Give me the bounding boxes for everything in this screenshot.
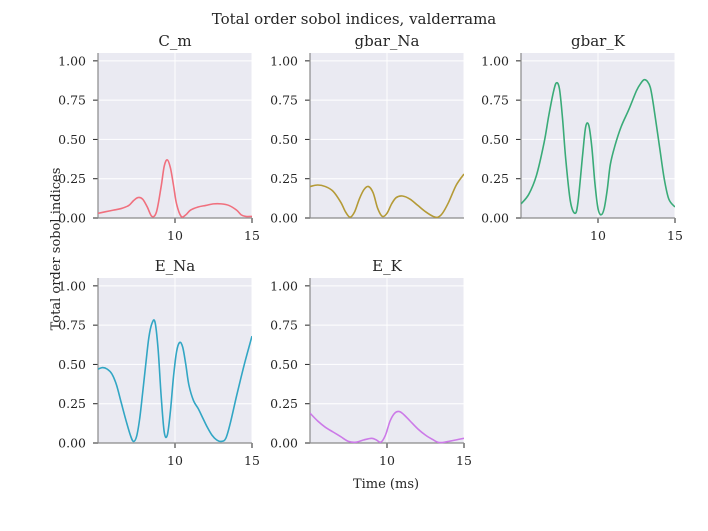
y-tick-label: 0.00 <box>270 436 298 451</box>
y-tick-label: 0.00 <box>58 436 86 451</box>
y-tick-label: 0.75 <box>270 318 298 333</box>
y-tick-label: 0.50 <box>481 132 509 147</box>
y-tick-label: 1.00 <box>270 53 298 68</box>
y-axis-label: Total order sobol indices <box>49 168 64 331</box>
series-line <box>521 78 675 216</box>
y-tick-label: 0.25 <box>270 171 298 186</box>
x-tick-label: 10 <box>167 453 183 468</box>
x-tick-label: 10 <box>167 228 183 243</box>
x-tick-label: 15 <box>456 453 472 468</box>
x-tick-label: 15 <box>667 228 683 243</box>
y-tick-label: 0.50 <box>270 357 298 372</box>
subplot-title: C_m <box>158 32 191 50</box>
x-tick-label: 15 <box>244 453 260 468</box>
subplot-title: E_Na <box>155 257 196 275</box>
series-line <box>310 410 464 444</box>
x-tick-label: 10 <box>379 453 395 468</box>
y-tick-label: 1.00 <box>481 53 509 68</box>
figure-suptitle: Total order sobol indices, valderrama <box>212 10 497 28</box>
y-tick-label: 0.00 <box>58 211 86 226</box>
y-tick-label: 0.50 <box>58 132 86 147</box>
y-tick-label: 1.00 <box>58 53 86 68</box>
subplot-gbar-na: 0.00 0.25 0.50 0.75 1.00 gbar_Na <box>270 32 465 226</box>
y-tick-label: 0.50 <box>58 357 86 372</box>
subplot-e-na: 0.00 0.25 0.50 0.75 1.00 10 15 E_Na <box>58 257 260 468</box>
y-tick-label: 0.75 <box>481 93 509 108</box>
y-tick-label: 0.50 <box>270 132 298 147</box>
x-tick-label: 15 <box>244 228 260 243</box>
subplot-title: E_K <box>372 257 402 275</box>
x-tick-label: 10 <box>590 228 606 243</box>
y-tick-label: 0.00 <box>481 211 509 226</box>
y-tick-label: 0.25 <box>58 171 86 186</box>
y-tick-label: 1.00 <box>270 278 298 293</box>
series-line <box>310 173 464 219</box>
y-tick-label: 0.75 <box>58 93 86 108</box>
y-tick-label: 1.00 <box>58 278 86 293</box>
x-axis-label: Time (ms) <box>353 477 419 492</box>
subplot-title: gbar_K <box>571 32 626 50</box>
y-tick-label: 0.25 <box>270 396 298 411</box>
subplot-e-k: 0.00 0.25 0.50 0.75 1.00 10 15 E_K <box>270 257 472 468</box>
series-line <box>98 159 252 218</box>
y-tick-label: 0.75 <box>270 93 298 108</box>
subplot-title: gbar_Na <box>355 32 420 50</box>
y-tick-label: 0.75 <box>58 318 86 333</box>
series-line <box>98 319 252 443</box>
y-tick-label: 0.25 <box>58 396 86 411</box>
subplot-gbar-k: 0.00 0.25 0.50 0.75 1.00 10 15 gbar_K <box>481 32 683 243</box>
y-tick-label: 0.25 <box>481 171 509 186</box>
subplot-c-m: 0.00 0.25 0.50 0.75 1.00 10 15 C_m <box>58 32 260 243</box>
y-tick-label: 0.00 <box>270 211 298 226</box>
